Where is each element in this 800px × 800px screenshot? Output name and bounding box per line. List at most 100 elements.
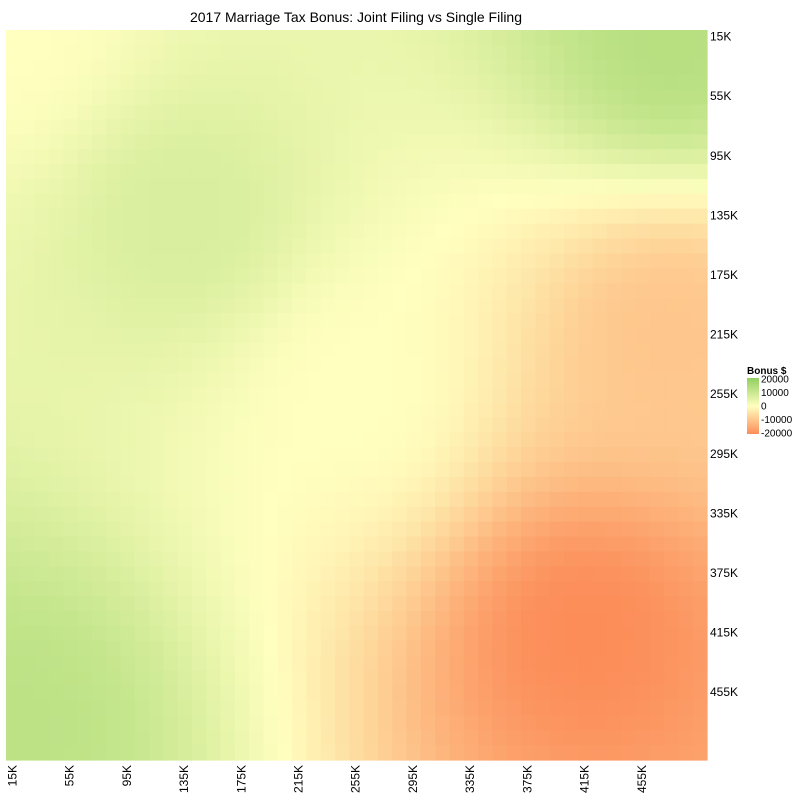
heatmap-cell [6, 611, 21, 627]
heatmap-cell [492, 164, 508, 180]
heatmap-cell [692, 417, 708, 433]
heatmap-cell [6, 134, 21, 150]
heatmap-cell [678, 119, 694, 135]
heatmap-cell [91, 476, 107, 493]
heatmap-cell [664, 417, 679, 433]
heatmap-cell [492, 59, 508, 76]
heatmap-cell [406, 700, 422, 716]
heatmap-cell [306, 745, 322, 761]
heatmap-cell [377, 74, 393, 91]
heatmap-cell [563, 640, 579, 657]
heatmap-cell [306, 44, 322, 61]
heatmap-cell [91, 581, 107, 597]
heatmap-cell [277, 238, 293, 255]
heatmap-cell [63, 193, 79, 210]
heatmap-cell [649, 178, 665, 195]
heatmap-cell [306, 89, 322, 106]
heatmap-cell [320, 178, 336, 195]
heatmap-cell [149, 223, 164, 240]
heatmap-cell [606, 223, 622, 240]
heatmap-cell [592, 596, 608, 612]
heatmap-cell [6, 208, 21, 225]
heatmap-cell [635, 521, 651, 538]
heatmap-cell [277, 372, 293, 389]
heatmap-cell [206, 342, 222, 359]
heatmap-cell [377, 640, 393, 657]
heatmap-cell [521, 715, 536, 731]
heatmap-cell [263, 298, 279, 314]
heatmap-cell [120, 357, 136, 374]
heatmap-cell [506, 149, 522, 165]
heatmap-cell [34, 417, 50, 433]
heatmap-cell [692, 640, 708, 657]
heatmap-cell [277, 506, 293, 523]
heatmap-cell [335, 223, 350, 240]
heatmap-cell [392, 74, 408, 91]
heatmap-cell [592, 745, 608, 761]
heatmap-cell [34, 372, 50, 389]
heatmap-cell [163, 89, 179, 106]
heatmap-cell [191, 313, 207, 329]
heatmap-cell [664, 30, 679, 46]
heatmap-cell [206, 447, 222, 463]
heatmap-cell [163, 730, 179, 746]
heatmap-cell [220, 342, 236, 359]
heatmap-cell [20, 59, 36, 76]
heatmap-cell [549, 581, 565, 597]
heatmap-cell [206, 178, 222, 195]
heatmap-cell [191, 596, 207, 612]
heatmap-cell [306, 74, 322, 91]
heatmap-cell [63, 372, 79, 389]
heatmap-cell [91, 149, 107, 165]
heatmap-cell [106, 462, 122, 478]
heatmap-cell [20, 432, 36, 448]
heatmap-cell [177, 74, 193, 91]
heatmap-cell [277, 417, 293, 433]
heatmap-cell [420, 655, 436, 672]
heatmap-cell [506, 253, 522, 269]
heatmap-cell [6, 596, 21, 612]
heatmap-cell [392, 268, 408, 284]
heatmap-cell [263, 104, 279, 120]
heatmap-cell [163, 30, 179, 46]
heatmap-cell [263, 74, 279, 91]
heatmap-cell [249, 149, 265, 165]
heatmap-cell [392, 685, 408, 702]
heatmap-cell [649, 491, 665, 508]
heatmap-cell [392, 342, 408, 359]
heatmap-cell [463, 715, 479, 731]
heatmap-cell [478, 193, 494, 210]
heatmap-cell [106, 596, 122, 612]
heatmap-cell [606, 447, 622, 463]
heatmap-cell [363, 119, 379, 135]
heatmap-cell [592, 327, 608, 344]
heatmap-cell [63, 447, 79, 463]
heatmap-cell [77, 566, 93, 582]
heatmap-cell [492, 104, 508, 120]
heatmap-cell [592, 611, 608, 627]
heatmap-cell [220, 104, 236, 120]
heatmap-cell [335, 625, 350, 642]
legend-colorbar [747, 378, 759, 434]
heatmap-cell [664, 581, 679, 597]
heatmap-cell [535, 700, 551, 716]
heatmap-cell [592, 670, 608, 687]
heatmap-cell [549, 283, 565, 299]
heatmap-cell [306, 670, 322, 687]
heatmap-cell [149, 432, 164, 448]
heatmap-cell [478, 283, 494, 299]
heatmap-cell [392, 447, 408, 463]
heatmap-cell [177, 119, 193, 135]
heatmap-cell [320, 745, 336, 761]
heatmap-cell [406, 715, 422, 731]
heatmap-cell [449, 149, 465, 165]
heatmap-cell [91, 700, 107, 716]
heatmap-cell [249, 253, 265, 269]
heatmap-cell [91, 715, 107, 731]
heatmap-cell [263, 402, 279, 418]
heatmap-cell [621, 551, 637, 567]
heatmap-cell [106, 327, 122, 344]
heatmap-cell [363, 685, 379, 702]
heatmap-cell [77, 447, 93, 463]
heatmap-cell [420, 357, 436, 374]
